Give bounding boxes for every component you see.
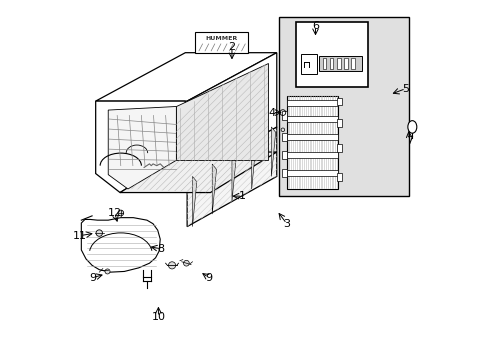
Polygon shape (286, 116, 337, 122)
Bar (301, 54, 317, 74)
Text: 3: 3 (283, 219, 290, 229)
Bar (295, 22, 367, 87)
Bar (336, 58, 340, 69)
Text: HUMMER: HUMMER (205, 36, 238, 41)
Bar (329, 58, 333, 69)
Ellipse shape (407, 121, 416, 133)
Polygon shape (187, 53, 276, 176)
Polygon shape (96, 53, 276, 101)
Polygon shape (108, 107, 176, 189)
Bar (282, 168, 286, 177)
Bar (336, 144, 341, 152)
Bar (319, 56, 362, 71)
Bar (344, 58, 347, 69)
Polygon shape (212, 164, 216, 214)
Circle shape (183, 260, 189, 266)
Bar (322, 58, 325, 69)
Polygon shape (231, 152, 236, 202)
Text: 5: 5 (402, 84, 408, 94)
Text: 10: 10 (151, 312, 165, 322)
Polygon shape (251, 139, 255, 189)
Text: 9: 9 (204, 273, 212, 283)
Text: 1: 1 (239, 191, 245, 201)
Polygon shape (286, 100, 337, 106)
Polygon shape (192, 176, 196, 226)
Polygon shape (187, 127, 276, 226)
Bar (282, 133, 286, 141)
Bar (351, 58, 354, 69)
Bar (195, 32, 248, 53)
Text: 9: 9 (89, 273, 97, 283)
Polygon shape (176, 63, 267, 160)
Text: 8: 8 (158, 244, 164, 254)
Circle shape (168, 262, 175, 269)
Polygon shape (81, 218, 160, 272)
Text: 12: 12 (107, 208, 122, 218)
Polygon shape (96, 101, 185, 193)
Text: 4: 4 (268, 108, 275, 118)
Bar (336, 98, 341, 105)
Bar (336, 119, 341, 127)
Bar (278, 17, 408, 196)
Polygon shape (271, 127, 275, 176)
Bar (336, 173, 341, 181)
Polygon shape (286, 152, 337, 158)
Text: 2: 2 (228, 42, 235, 52)
Text: 11: 11 (73, 231, 87, 240)
Polygon shape (286, 170, 337, 176)
Polygon shape (286, 96, 337, 189)
Bar (282, 150, 286, 159)
Circle shape (118, 210, 123, 216)
Polygon shape (286, 134, 337, 140)
Text: 6: 6 (311, 21, 318, 31)
Polygon shape (120, 152, 276, 193)
Bar (282, 111, 286, 120)
Circle shape (105, 269, 110, 274)
Text: 7: 7 (405, 136, 412, 145)
Circle shape (96, 230, 102, 236)
